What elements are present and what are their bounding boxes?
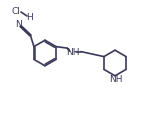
Text: N: N: [15, 20, 22, 29]
Text: NH: NH: [109, 75, 122, 84]
Text: Cl: Cl: [12, 7, 20, 16]
Text: H: H: [26, 14, 33, 22]
Text: NH: NH: [66, 48, 79, 57]
